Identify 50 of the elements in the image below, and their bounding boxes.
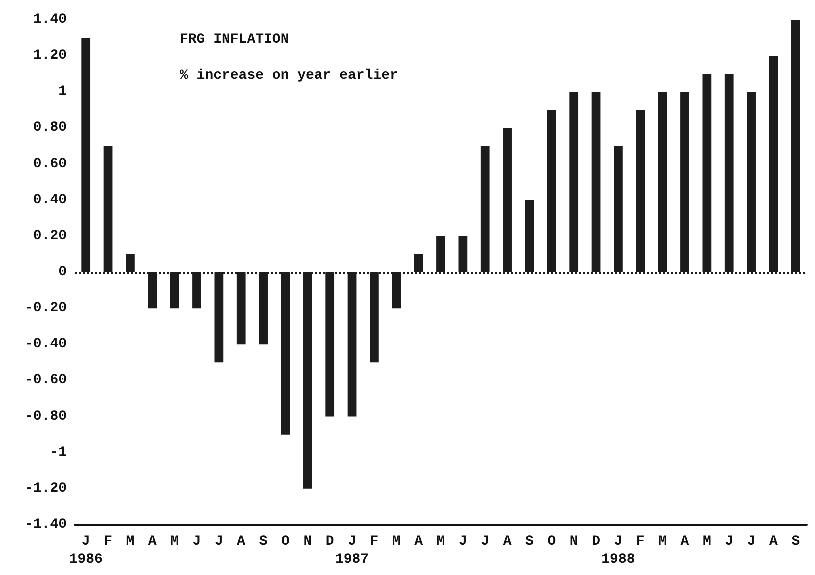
y-tick-label: 0 [58, 264, 67, 280]
y-tick-label: -1.20 [24, 480, 67, 497]
y-tick-label: 0.80 [33, 120, 67, 136]
x-tick-label: J [481, 534, 490, 550]
x-tick-label: D [592, 534, 600, 550]
y-tick-label: 1 [58, 84, 67, 100]
y-tick-label: 1.40 [33, 12, 67, 28]
x-tick-label: F [104, 534, 112, 550]
y-tick-label: 0.60 [33, 156, 67, 172]
y-tick-label: -0.40 [24, 336, 67, 353]
x-tick-label: J [192, 534, 202, 550]
y-tick-label: -0.20 [24, 300, 67, 317]
x-tick-label: O [282, 534, 290, 550]
x-tick-label: A [148, 534, 158, 550]
x-tick-label: S [526, 534, 534, 550]
x-tick-label: J [214, 534, 224, 550]
y-tick-label: -1.40 [24, 517, 67, 533]
x-tick-label: M [126, 534, 135, 550]
text: FRG INFLATION [180, 32, 290, 48]
x-tick-label: M [658, 534, 668, 550]
x-tick-label: M [170, 534, 180, 550]
y-tick-label: 0.40 [33, 192, 67, 208]
x-tick-label: A [770, 534, 779, 550]
x-tick-label: N [304, 534, 312, 550]
x-tick-label: M [436, 534, 446, 550]
x-tick-label: J 1986 [69, 534, 103, 568]
y-tick-label: 0.20 [33, 228, 67, 244]
x-tick-label: M [702, 534, 712, 550]
x-tick-label: N [570, 534, 578, 550]
x-tick-label: J [725, 534, 734, 550]
x-tick-label: M [392, 534, 401, 550]
y-tick-label: -1 [50, 444, 67, 461]
x-tick-label: F [370, 534, 379, 550]
y-tick-label: -0.80 [24, 408, 67, 425]
x-tick-label: S [259, 534, 268, 550]
x-tick-label: S [792, 534, 800, 550]
x-tick-label: J 1987 [335, 534, 370, 568]
x-tick-label: J [458, 534, 468, 550]
x-tick-label: A [414, 534, 424, 550]
x-tick-label: F [636, 534, 645, 550]
x-tick-label: J 1988 [602, 534, 636, 568]
x-tick-label: O [548, 534, 556, 550]
x-tick-label: A [237, 534, 246, 550]
text: % increase on year earlier [180, 68, 398, 84]
y-tick-label: -0.60 [24, 372, 67, 389]
y-tick-label: 1.20 [33, 48, 67, 64]
x-tick-label: J [747, 534, 756, 550]
x-tick-label: A [680, 534, 690, 550]
x-tick-label: A [503, 534, 512, 550]
x-tick-label: D [326, 534, 334, 550]
